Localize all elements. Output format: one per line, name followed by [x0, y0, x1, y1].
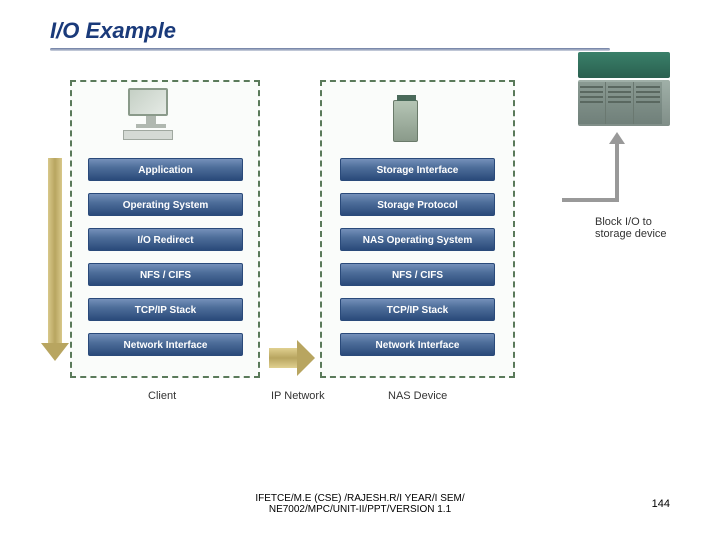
label-block-io: Block I/O to storage device	[595, 216, 675, 240]
stack-layer: NAS Operating System	[340, 228, 495, 251]
slide-title: I/O Example	[50, 18, 176, 44]
nas-tower-icon	[393, 100, 418, 142]
label-nas: NAS Device	[388, 390, 447, 402]
stack-layer: Network Interface	[340, 333, 495, 356]
footer-text: IFETCE/M.E (CSE) /RAJESH.R/I YEAR/I SEM/…	[255, 493, 464, 515]
stack-layer: NFS / CIFS	[88, 263, 243, 286]
arrow-to-storage	[552, 130, 672, 230]
title-underline	[50, 48, 610, 51]
stack-layer: TCP/IP Stack	[340, 298, 495, 321]
down-arrow	[48, 158, 69, 361]
stack-layer: Network Interface	[88, 333, 243, 356]
stack-layer: I/O Redirect	[88, 228, 243, 251]
arrow-client-to-nas	[269, 340, 315, 376]
stack-layer: Storage Interface	[340, 158, 495, 181]
page-number: 144	[652, 498, 670, 510]
storage-server-icon	[578, 52, 670, 126]
label-client: Client	[148, 390, 176, 402]
stack-layer: TCP/IP Stack	[88, 298, 243, 321]
label-ip: IP Network	[271, 390, 325, 402]
monitor-icon	[128, 88, 173, 140]
stack-layer: NFS / CIFS	[340, 263, 495, 286]
stack-layer: Operating System	[88, 193, 243, 216]
stack-layer: Application	[88, 158, 243, 181]
stack-layer: Storage Protocol	[340, 193, 495, 216]
